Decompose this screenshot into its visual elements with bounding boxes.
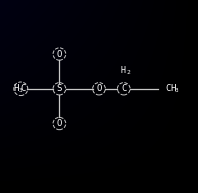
Text: 3: 3: [18, 88, 22, 93]
Text: C: C: [21, 84, 26, 93]
Text: O: O: [96, 84, 102, 93]
Text: S: S: [57, 84, 62, 93]
Text: O: O: [57, 119, 62, 128]
Text: H: H: [170, 84, 175, 93]
Text: H: H: [14, 84, 19, 93]
Text: O: O: [57, 50, 62, 58]
Text: 2: 2: [127, 70, 130, 75]
Text: H: H: [120, 66, 125, 75]
Text: C: C: [165, 84, 171, 93]
Text: 3: 3: [174, 88, 178, 93]
Text: C: C: [121, 84, 127, 93]
